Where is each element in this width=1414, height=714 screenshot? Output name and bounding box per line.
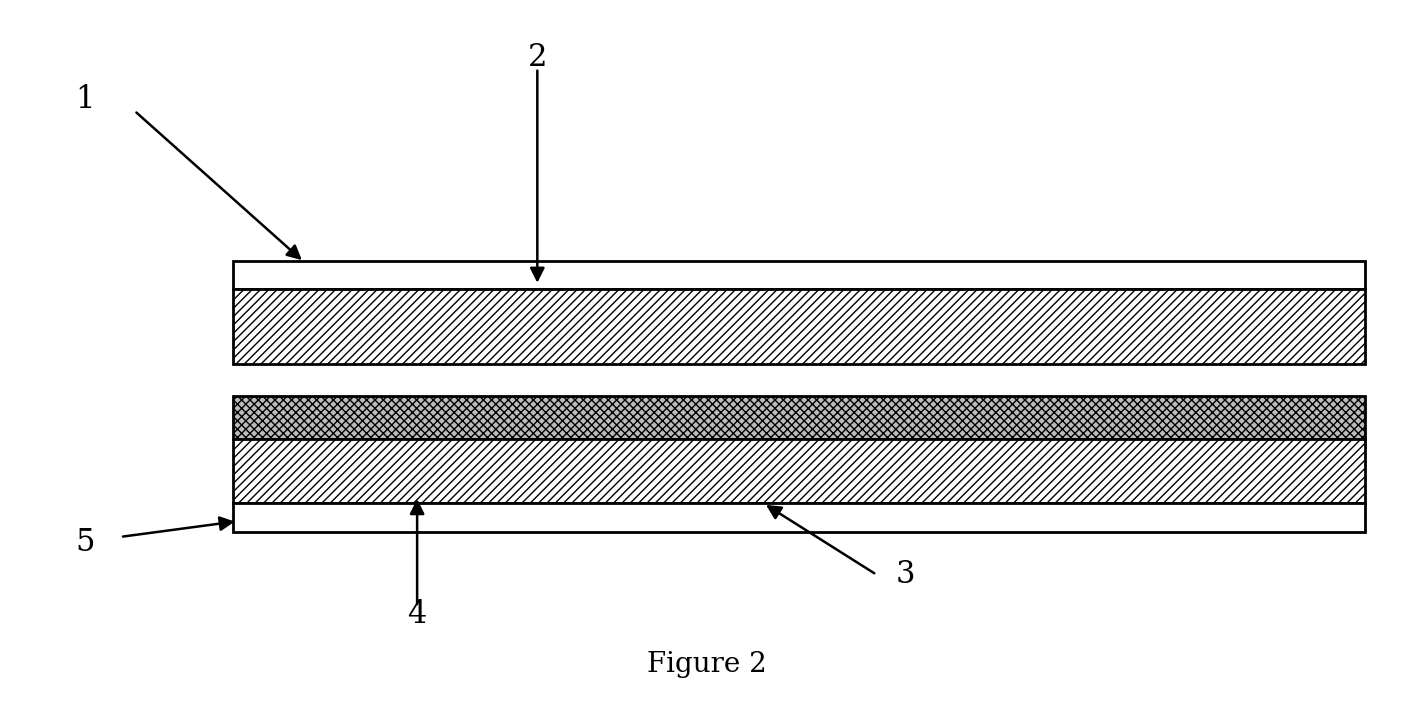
Text: 5: 5: [75, 527, 95, 558]
Text: 2: 2: [527, 41, 547, 73]
Bar: [233, 439, 1365, 503]
Bar: [233, 503, 1365, 532]
Bar: [233, 289, 1365, 364]
Text: 3: 3: [895, 559, 915, 590]
Text: 1: 1: [75, 84, 95, 116]
Text: 4: 4: [407, 598, 427, 630]
Bar: [233, 396, 1365, 439]
Text: Figure 2: Figure 2: [648, 650, 766, 678]
Bar: [233, 261, 1365, 289]
